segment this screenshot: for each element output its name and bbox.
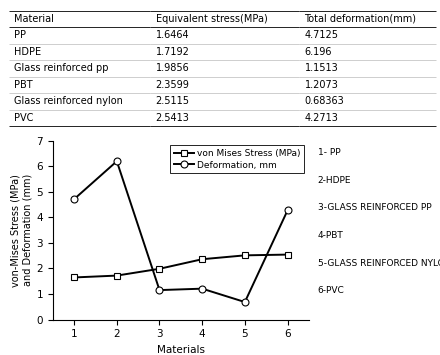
von Mises Stress (MPa) [72, 275, 77, 280]
Text: 3-GLASS REINFORCED PP: 3-GLASS REINFORCED PP [318, 203, 431, 212]
Deformation, mm [114, 159, 119, 163]
Deformation, mm [199, 286, 205, 291]
Text: 6-PVC: 6-PVC [318, 286, 345, 295]
Line: Deformation, mm: Deformation, mm [71, 158, 291, 306]
Text: 1- PP: 1- PP [318, 148, 340, 157]
von Mises Stress (MPa) [285, 252, 290, 257]
Line: von Mises Stress (MPa): von Mises Stress (MPa) [71, 251, 291, 281]
Deformation, mm [72, 197, 77, 201]
von Mises Stress (MPa) [114, 273, 119, 278]
Text: 5-GLASS REINFORCED NYLON: 5-GLASS REINFORCED NYLON [318, 259, 440, 268]
Text: 4-PBT: 4-PBT [318, 231, 344, 240]
von Mises Stress (MPa) [242, 253, 247, 257]
von Mises Stress (MPa) [157, 267, 162, 271]
Y-axis label: von-Mises Stress (MPa)
and Deformation (mm): von-Mises Stress (MPa) and Deformation (… [11, 174, 32, 286]
Legend: von Mises Stress (MPa), Deformation, mm: von Mises Stress (MPa), Deformation, mm [170, 145, 304, 173]
von Mises Stress (MPa) [199, 257, 205, 261]
Text: 2-HDPE: 2-HDPE [318, 175, 351, 185]
X-axis label: Materials: Materials [157, 345, 205, 355]
Deformation, mm [242, 300, 247, 304]
Deformation, mm [157, 288, 162, 292]
Deformation, mm [285, 208, 290, 213]
